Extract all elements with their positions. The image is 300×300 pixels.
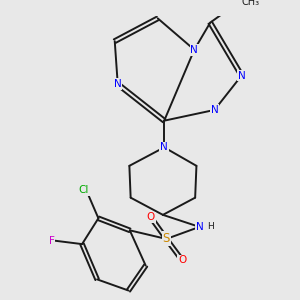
Text: CH₃: CH₃ [242, 0, 260, 8]
Text: O: O [147, 212, 155, 222]
Text: O: O [178, 255, 186, 266]
Text: N: N [196, 222, 203, 232]
Text: N: N [114, 79, 122, 89]
Text: H: H [207, 222, 214, 231]
Text: S: S [163, 232, 170, 245]
Text: N: N [238, 70, 245, 80]
Text: N: N [190, 45, 198, 55]
Text: N: N [211, 105, 218, 115]
Text: Cl: Cl [78, 185, 89, 195]
Text: F: F [49, 236, 55, 246]
Text: N: N [160, 142, 168, 152]
